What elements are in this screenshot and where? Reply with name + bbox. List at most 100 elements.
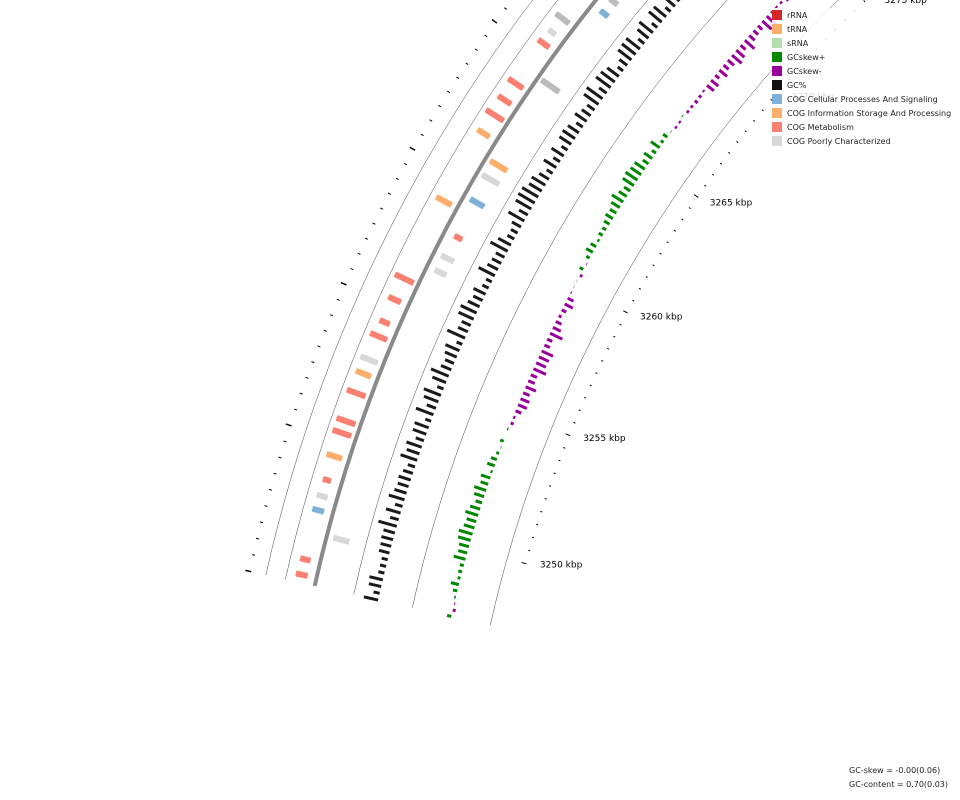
gene-feature <box>484 107 505 124</box>
gc-skew-bar <box>538 355 550 363</box>
gc-skew-bar <box>457 535 472 542</box>
gc-skew-bar <box>514 409 522 415</box>
scale-tick <box>645 276 648 278</box>
gc-content-bar <box>380 542 392 548</box>
gene-feature <box>355 368 372 380</box>
gene-features <box>295 0 620 579</box>
outer-tick <box>268 488 272 491</box>
outer-tick <box>474 48 478 52</box>
gc-skew-bar <box>621 177 635 187</box>
gc-skew-bar <box>601 226 607 232</box>
gene-feature <box>387 294 402 305</box>
gc-skew-bar <box>457 549 468 555</box>
gc-skew-bar <box>624 170 639 182</box>
gc-skew-bar <box>517 403 528 410</box>
gc-skew-bar <box>731 53 743 65</box>
outer-tick <box>283 440 287 443</box>
scale-tick <box>761 109 764 112</box>
gc-content-bar <box>472 287 487 296</box>
gc-skew-bar <box>585 247 594 254</box>
gene-feature <box>322 476 332 484</box>
gc-content-bar <box>423 387 442 397</box>
gc-skew-bar <box>532 367 547 376</box>
gc-skew-bar <box>739 44 747 51</box>
gc-content-bar <box>405 440 423 449</box>
gc-content-bar <box>389 515 400 522</box>
gc-skew-bar <box>480 473 491 480</box>
gc-skew-bar <box>473 492 485 499</box>
gc-skew-bar <box>761 19 773 31</box>
gc-content-bar <box>381 556 389 562</box>
gc-skew-bar <box>650 140 661 150</box>
scale-tick <box>693 194 699 198</box>
gene-feature <box>311 505 325 515</box>
gene-feature <box>440 252 456 265</box>
gene-feature <box>299 555 312 564</box>
gene-feature <box>598 8 610 19</box>
gc-skew-bar <box>510 421 515 426</box>
gc-skew-bar <box>579 273 584 278</box>
gc-content-bar <box>638 20 654 35</box>
gc-content-bar <box>378 519 398 528</box>
gene-feature <box>453 233 464 243</box>
gene-feature <box>359 353 379 366</box>
outer-tick <box>447 90 451 94</box>
gc-skew-bar <box>598 231 604 237</box>
gc-skew-bar <box>674 125 678 130</box>
gc-content-bar <box>491 257 502 265</box>
gene-feature <box>369 330 388 343</box>
gene-feature <box>496 93 513 107</box>
legend-item-cog-metabolism: COG Metabolism <box>772 120 951 134</box>
outer-tick <box>429 119 433 122</box>
legend-swatch <box>772 10 782 20</box>
track-line <box>412 0 728 608</box>
gc-content-bar <box>430 367 450 378</box>
gc-content-bar <box>426 403 437 410</box>
legend-item-gc-percent: GC% <box>772 78 951 92</box>
scale-label: 3275 kbp <box>884 0 927 6</box>
scale-tick <box>595 372 598 375</box>
gc-content-bar <box>647 10 663 24</box>
gc-content-bar <box>489 240 509 253</box>
gc-skew-bar <box>463 523 475 530</box>
outer-tick <box>387 192 391 195</box>
scale-tick <box>719 162 723 165</box>
gc-content-bar <box>617 48 633 62</box>
gc-skew-bar <box>543 343 551 349</box>
scale-label: 3265 kbp <box>710 198 753 208</box>
gene-feature <box>554 11 571 26</box>
gc-content-bar <box>381 535 394 542</box>
gc-skew-bar <box>512 415 516 420</box>
gc-skew-track <box>446 0 790 618</box>
gc-skew-bar <box>785 0 790 2</box>
scale-tick <box>589 384 592 387</box>
outer-tick <box>245 569 252 573</box>
gc-skew-bar <box>774 5 779 9</box>
gc-skew-bar <box>446 614 452 618</box>
gc-skew-bar <box>549 331 564 341</box>
legend-item-srna: sRNA <box>772 36 951 50</box>
scale-tick <box>623 310 628 314</box>
gc-content-bar <box>415 406 434 417</box>
gc-content-bar <box>652 5 668 19</box>
legend-label: rRNA <box>787 10 808 20</box>
gc-skew-bar <box>710 79 720 88</box>
gc-content-bar <box>383 528 396 535</box>
outer-tick <box>395 177 399 181</box>
gc-content-bar <box>388 493 405 502</box>
gc-skew-bar <box>541 349 554 358</box>
track-line <box>353 0 649 595</box>
gc-content-bar <box>550 146 565 158</box>
gc-content-bar <box>545 168 554 175</box>
scale-tick <box>673 229 677 232</box>
legend-item-trna: tRNA <box>772 22 951 36</box>
gc-content-bar <box>583 92 600 106</box>
scale-tick <box>619 323 622 326</box>
legend-item-cog-cellular: COG Cellular Processes And Signaling <box>772 92 951 106</box>
legend-swatch <box>772 94 782 104</box>
legend-label: GCskew- <box>787 66 822 76</box>
gc-content-bar <box>517 192 536 205</box>
scale-tick <box>704 184 707 187</box>
legend-item-gcskew-plus: GCskew+ <box>772 50 951 64</box>
gc-content-bar <box>467 299 481 309</box>
